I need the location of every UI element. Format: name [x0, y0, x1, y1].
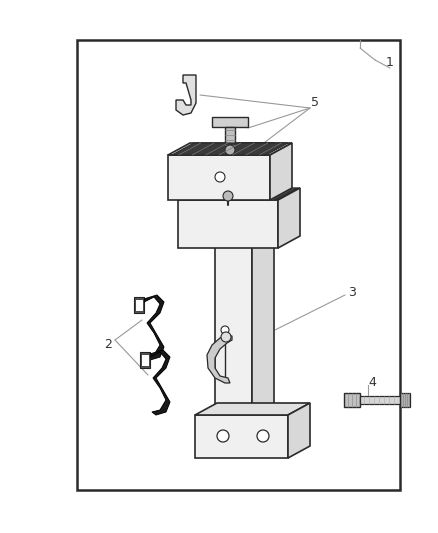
Polygon shape	[225, 127, 235, 150]
Polygon shape	[150, 350, 170, 415]
Circle shape	[223, 191, 233, 201]
Circle shape	[221, 332, 231, 342]
Text: 4: 4	[368, 376, 376, 389]
Bar	[77, 40, 400, 490]
Polygon shape	[195, 415, 288, 458]
Polygon shape	[360, 396, 400, 404]
Circle shape	[221, 326, 229, 334]
Text: 5: 5	[311, 96, 319, 109]
Polygon shape	[135, 299, 143, 311]
Polygon shape	[134, 297, 144, 313]
Circle shape	[217, 430, 229, 442]
Polygon shape	[215, 176, 274, 188]
Polygon shape	[168, 143, 292, 155]
Polygon shape	[144, 295, 164, 360]
Polygon shape	[252, 143, 274, 190]
Circle shape	[257, 430, 269, 442]
Polygon shape	[178, 188, 300, 200]
Polygon shape	[218, 143, 274, 155]
Polygon shape	[207, 335, 232, 383]
Polygon shape	[141, 354, 149, 366]
Polygon shape	[344, 393, 360, 407]
Polygon shape	[288, 403, 310, 458]
Polygon shape	[176, 75, 196, 115]
Polygon shape	[140, 352, 150, 368]
Polygon shape	[270, 143, 292, 200]
Polygon shape	[178, 200, 278, 248]
Circle shape	[225, 145, 235, 155]
Polygon shape	[218, 155, 252, 190]
Polygon shape	[168, 155, 270, 200]
Polygon shape	[278, 188, 300, 248]
Text: 3: 3	[348, 286, 356, 298]
Polygon shape	[215, 188, 252, 415]
Polygon shape	[172, 143, 288, 155]
Polygon shape	[212, 117, 248, 127]
Polygon shape	[195, 403, 310, 415]
Polygon shape	[400, 393, 410, 407]
Text: 2: 2	[104, 338, 112, 351]
Circle shape	[215, 172, 225, 182]
Polygon shape	[252, 176, 274, 415]
Text: 1: 1	[386, 55, 394, 69]
